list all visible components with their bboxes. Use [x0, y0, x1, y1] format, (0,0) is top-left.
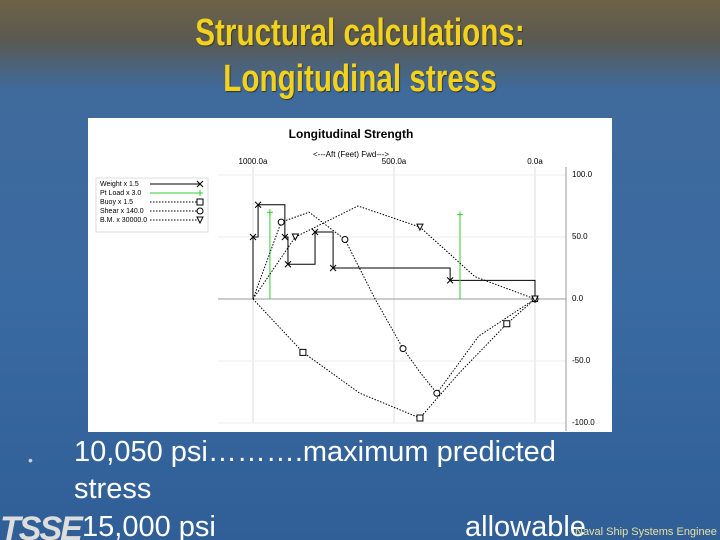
y-tick-label: 100.0: [572, 170, 593, 179]
legend-label: B.M. x 30000.0: [100, 217, 147, 224]
y-tick-label: 0.0: [572, 294, 584, 303]
marker: [196, 198, 204, 206]
marker: [446, 277, 454, 284]
bullet-text: allowable: [465, 511, 586, 540]
marker: [266, 209, 273, 216]
marker: [284, 260, 292, 268]
bullet-text: stress: [74, 473, 152, 505]
y-tick-label: 50.0: [572, 232, 588, 241]
series-line: [252, 205, 536, 300]
legend-label: Shear x 140.0: [100, 208, 144, 215]
marker: [277, 218, 285, 226]
title-line: Structural calculations:: [195, 12, 525, 54]
marker: [291, 233, 300, 242]
marker: [299, 348, 307, 356]
legend-box: [95, 177, 209, 233]
marker: [196, 207, 204, 215]
marker: [254, 201, 262, 209]
footer: Naval Ship Systems Enginee: [575, 526, 717, 538]
x-tick-label: 0.0a: [527, 157, 543, 166]
chart: Longitudinal Strength <---Aft (Feet) Fwd…: [88, 118, 612, 432]
title-line: Longitudinal stress: [223, 58, 497, 100]
legend-label: Pt Load x 3.0: [100, 190, 141, 197]
y-tick-label: -100.0: [572, 418, 595, 427]
marker: [416, 414, 424, 422]
marker: [341, 235, 349, 243]
marker: [416, 223, 424, 232]
marker: [311, 228, 319, 236]
y-tick-label: -50.0: [572, 356, 591, 365]
legend-label: Buoy x 1.5: [100, 199, 133, 206]
marker: [196, 180, 204, 188]
marker: [196, 216, 204, 225]
marker: [531, 295, 539, 304]
marker: [456, 211, 463, 218]
x-axis-label: <---Aft (Feet) Fwd--->: [313, 150, 389, 159]
marker: [197, 190, 203, 196]
slide-title: Structural calculations: Longitudinal st…: [79, 10, 641, 102]
x-tick-label: 1000.0a: [239, 157, 268, 166]
series-line: [252, 204, 536, 299]
series-line: [252, 211, 536, 395]
marker: [503, 320, 511, 328]
bullet-text: 15,000 psi: [82, 511, 216, 540]
chart-title: Longitudinal Strength: [289, 127, 414, 141]
bullet-dot: •: [28, 452, 33, 468]
legend-label: Weight x 1.5: [100, 181, 139, 188]
marker: [433, 389, 441, 397]
marker: [329, 264, 337, 272]
bullet-text: 10,050 psi……….maximum predicted: [74, 436, 556, 468]
marker: [399, 345, 407, 353]
marker: [249, 233, 257, 241]
x-tick-label: 500.0a: [382, 157, 407, 166]
marker: [281, 233, 289, 241]
logo: TSSE: [0, 510, 83, 540]
